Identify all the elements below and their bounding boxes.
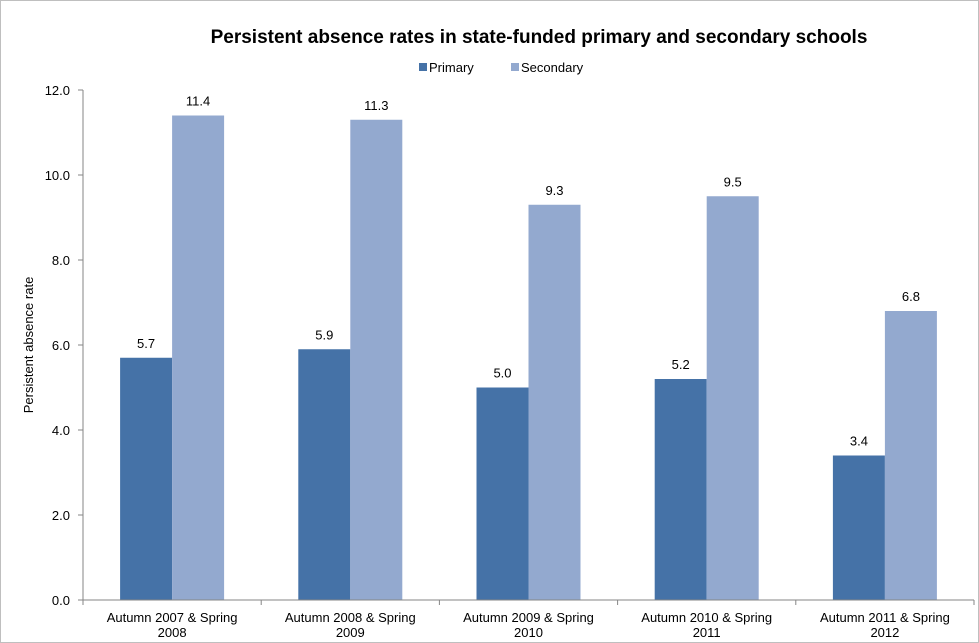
chart-title: Persistent absence rates in state-funded… [211, 27, 868, 48]
y-tick-label: 4.0 [52, 423, 70, 438]
x-category-label: Autumn 2010 & Spring [641, 610, 772, 625]
bar-primary [654, 379, 707, 600]
y-axis-label: Persistent absence rate [21, 277, 36, 414]
bar-primary [832, 455, 885, 600]
y-tick-label: 12.0 [45, 83, 70, 98]
bar-secondary [706, 196, 759, 600]
data-label-primary: 5.0 [493, 366, 511, 381]
y-tick-label: 10.0 [45, 168, 70, 183]
y-tick-label: 0.0 [52, 593, 70, 608]
y-axis: 0.0 2.0 4.0 6.0 8.0 10.0 12.0 [45, 83, 84, 608]
y-tick-label: 2.0 [52, 508, 70, 523]
x-category-label: Autumn 2009 & Spring [463, 610, 594, 625]
legend: Primary Secondary [419, 60, 584, 75]
legend-label-2: Secondary [521, 60, 584, 75]
bar-secondary [528, 204, 581, 600]
data-label-primary: 5.2 [672, 357, 690, 372]
y-tick-label: 8.0 [52, 253, 70, 268]
x-category-label: Autumn 2011 & Spring [820, 610, 950, 625]
bar-primary [120, 357, 173, 600]
y-tick-label: 6.0 [52, 338, 70, 353]
bar-secondary [350, 119, 403, 600]
bar-primary [476, 387, 529, 600]
data-label-primary: 5.9 [315, 327, 333, 342]
x-category-label: 2010 [514, 625, 543, 640]
x-category-label: 2012 [870, 625, 899, 640]
x-category-label: 2011 [693, 625, 721, 640]
bar-secondary [884, 311, 937, 600]
data-label-secondary: 9.5 [724, 174, 742, 189]
data-label-primary: 3.4 [850, 434, 868, 449]
legend-label-1: Primary [429, 60, 474, 75]
legend-swatch-2 [511, 63, 519, 71]
bars: 5.7 5.9 5.0 5.2 3.4 11.4 11.3 9.3 9.5 6.8 [120, 94, 937, 600]
legend-swatch-1 [419, 63, 427, 71]
x-category-label: Autumn 2007 & Spring [107, 610, 238, 625]
x-category-label: Autumn 2008 & Spring [285, 610, 416, 625]
bar-primary [298, 349, 351, 600]
data-label-secondary: 6.8 [902, 289, 920, 304]
x-category-label: 2009 [336, 625, 365, 640]
data-label-secondary: 11.4 [186, 94, 210, 109]
data-label-secondary: 9.3 [545, 183, 563, 198]
x-category-label: 2008 [158, 625, 187, 640]
data-label-secondary: 11.3 [364, 98, 388, 113]
data-label-primary: 5.7 [137, 336, 155, 351]
bar-secondary [172, 115, 225, 600]
